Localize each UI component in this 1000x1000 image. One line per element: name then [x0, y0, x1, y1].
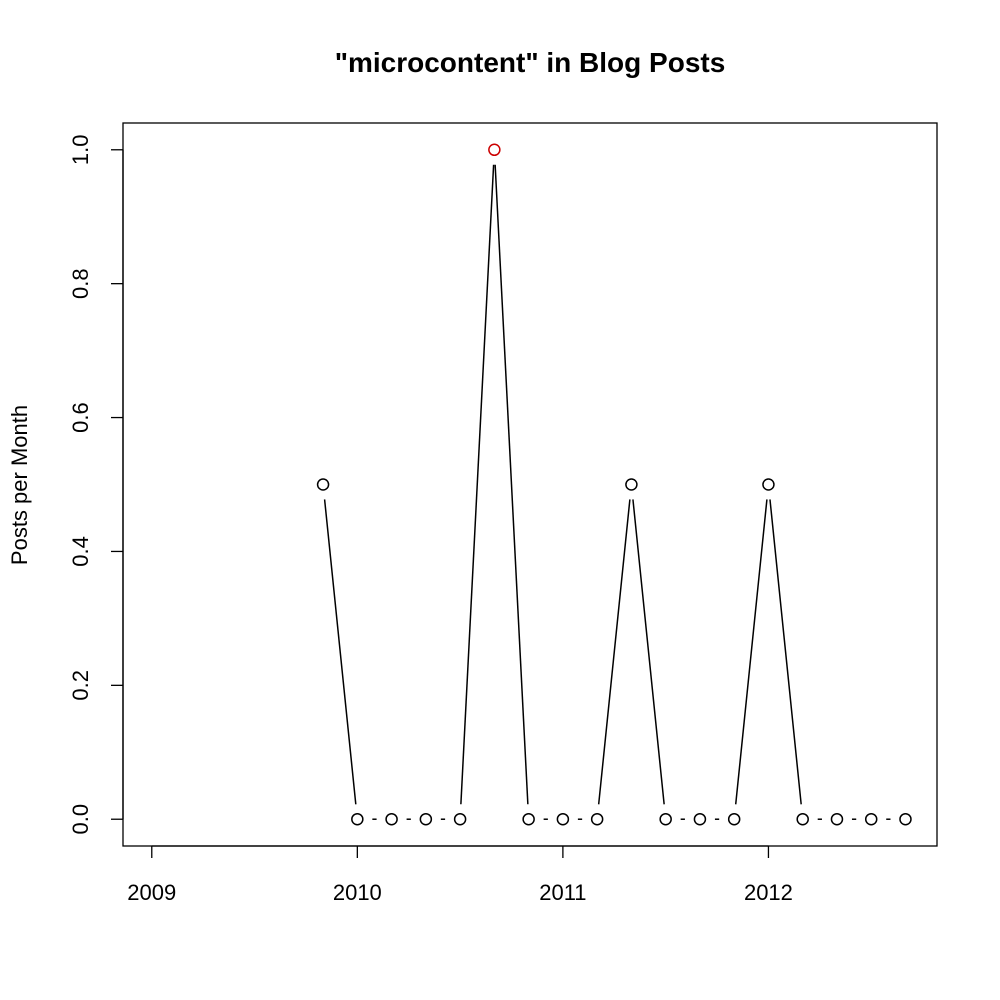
y-tick-label: 0.2: [68, 670, 93, 701]
data-point: [727, 812, 741, 826]
x-axis: 2009 2010 2011 2012: [127, 845, 793, 905]
data-point: [316, 478, 330, 491]
data-point: [830, 812, 844, 826]
data-point: [864, 812, 878, 826]
data-point: [625, 478, 638, 491]
series: [316, 143, 912, 826]
x-tick-label: 2010: [333, 880, 382, 905]
series-segment: [323, 499, 357, 805]
chart-title: "microcontent" in Blog Posts: [335, 47, 726, 78]
y-tick-label: 1.0: [68, 134, 93, 165]
y-tick-label: 0.6: [68, 402, 93, 433]
series-segment: [734, 499, 768, 805]
data-point: [556, 812, 570, 826]
data-point: [762, 478, 775, 491]
x-tick-label: 2009: [127, 880, 176, 905]
data-point-highlight: [488, 143, 501, 157]
series-segment: [769, 499, 802, 805]
y-axis-label: Posts per Month: [7, 405, 32, 565]
data-point: [351, 812, 364, 826]
series-segment: [494, 164, 529, 805]
data-point: [385, 812, 398, 826]
data-point: [796, 812, 809, 826]
series-segment: [460, 164, 495, 805]
y-tick-label: 0.4: [68, 536, 93, 567]
data-point: [899, 812, 912, 826]
data-point: [453, 812, 467, 826]
data-point: [590, 812, 604, 826]
x-tick-label: 2011: [539, 880, 586, 905]
x-tick-label: 2012: [744, 880, 793, 905]
y-tick-label: 0.8: [68, 268, 93, 299]
y-tick-label: 0.0: [68, 804, 93, 835]
plot-frame: [122, 122, 938, 847]
y-axis: 0.0 0.2 0.4 0.6 0.8 1.0: [68, 134, 124, 835]
series-segment: [597, 499, 631, 805]
data-point: [659, 812, 672, 826]
data-point: [693, 812, 707, 826]
data-point: [419, 812, 433, 826]
series-segment: [632, 499, 665, 805]
data-point: [522, 812, 535, 826]
